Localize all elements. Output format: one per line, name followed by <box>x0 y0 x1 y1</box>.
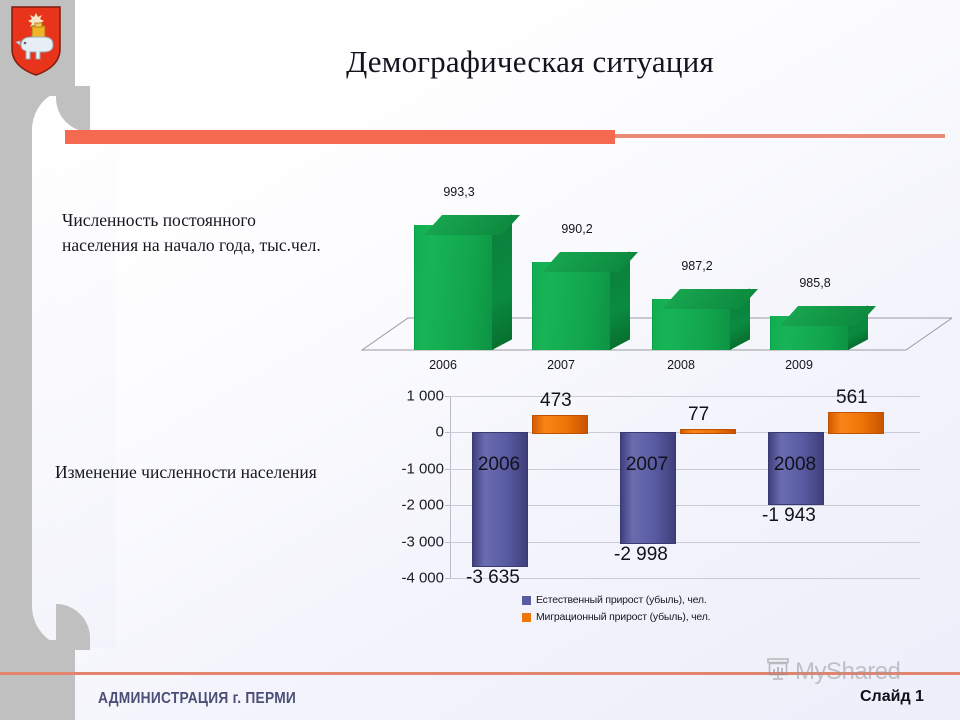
column-year-2008: 2008 <box>773 454 817 476</box>
footer-divider <box>0 672 960 675</box>
watermark-text: MyShared <box>795 657 901 685</box>
bar-category-2009: 2009 <box>785 358 813 372</box>
title-divider-bar <box>65 130 615 144</box>
title-divider-line <box>615 134 945 138</box>
ytick-mark--4000 <box>445 578 450 579</box>
chart-population-change: 1 000 0 -1 000 -2 000 -3 000 -4 000 2006 -3 63… <box>392 387 952 638</box>
legend-label-migration: Миграционный прирост (убыль), чел. <box>536 611 711 623</box>
legend-item-natural: Естественный прирост (убыль), чел. <box>522 594 710 606</box>
ytick-label--4000: -4 000 <box>401 569 444 587</box>
column-migration-2006 <box>532 415 588 435</box>
gridline-1000 <box>450 396 920 397</box>
bar-value-2007: 990,2 <box>561 222 593 237</box>
caption-population: Численность постоянного населения на нач… <box>62 210 321 255</box>
legend-item-migration: Миграционный прирост (убыль), чел. <box>522 611 711 623</box>
value-label-migration-2007: 77 <box>688 404 710 426</box>
ytick-label--2000: -2 000 <box>401 496 444 514</box>
column-natural-2006 <box>472 432 528 567</box>
ytick-label-1000: 1 000 <box>406 387 444 405</box>
column-natural-2007 <box>620 432 676 544</box>
footer-organization: АДМИНИСТРАЦИЯ г. ПЕРМИ <box>98 690 297 707</box>
chart-population-3d: 993,3 2006 990,2 2007 987,2 2008 985,8 2009 <box>352 150 952 372</box>
gridline--4000 <box>450 578 920 579</box>
bar-category-2008: 2008 <box>667 358 695 372</box>
column-natural-2008 <box>768 432 824 506</box>
value-label-migration-2008: 561 <box>836 386 868 408</box>
legend-swatch-natural <box>522 595 531 605</box>
gridline--2000 <box>450 505 920 507</box>
ytick-label--3000: -3 000 <box>401 533 444 551</box>
ytick-mark--1000 <box>445 468 450 470</box>
bar-3d-2008 <box>652 279 759 350</box>
bar-face <box>532 262 611 350</box>
legend-swatch-migration <box>522 612 531 622</box>
gridline--1000 <box>450 468 920 470</box>
bar-value-2008: 987,2 <box>681 258 713 273</box>
column-year-2006: 2006 <box>477 454 521 476</box>
ytick-label--1000: -1 000 <box>401 460 444 478</box>
bar-3d-2009 <box>770 296 877 350</box>
sidebar-bottom-lip <box>0 640 75 720</box>
ytick-mark-1000 <box>445 396 450 397</box>
bar-3d-2007 <box>532 242 639 350</box>
slide-title: Демографическая ситуация <box>346 44 714 79</box>
chart2-plot-area: 1 000 0 -1 000 -2 000 -3 000 -4 000 2006 -3 63… <box>401 387 920 588</box>
bar-category-2006: 2006 <box>429 358 457 372</box>
presentation-chart-icon <box>765 656 791 687</box>
caption-change: Изменение численности населения <box>55 462 317 482</box>
myshared-watermark: MyShared <box>765 656 901 687</box>
value-label-natural-2007: -2 998 <box>614 543 668 565</box>
ytick-mark--2000 <box>445 505 450 507</box>
column-migration-2008 <box>828 411 884 435</box>
column-year-2007: 2007 <box>625 454 669 476</box>
sidebar-white-notch-fill <box>56 88 116 648</box>
value-label-natural-2008: -1 943 <box>762 505 816 527</box>
bar-value-2006: 993,3 <box>443 184 475 199</box>
value-label-migration-2006: 473 <box>540 390 572 412</box>
bar-face <box>414 224 493 350</box>
perm-coat-of-arms-icon <box>10 5 62 77</box>
gridline--3000 <box>450 541 920 543</box>
ytick-mark--3000 <box>445 541 450 543</box>
slide-number: Слайд 1 <box>860 688 924 705</box>
value-label-natural-2006: -3 635 <box>466 566 520 588</box>
bar-value-2009: 985,8 <box>799 275 831 290</box>
bar-3d-2006 <box>414 205 521 350</box>
ytick-mark-0 <box>445 432 450 434</box>
bar-category-2007: 2007 <box>547 358 575 372</box>
chart2-legend: Естественный прирост (убыль), чел. Мигра… <box>522 594 711 628</box>
legend-label-natural: Естественный прирост (убыль), чел. <box>536 594 707 606</box>
chart2-y-axis <box>450 396 451 578</box>
ytick-label-0: 0 <box>435 423 444 441</box>
column-migration-2007 <box>680 429 736 435</box>
